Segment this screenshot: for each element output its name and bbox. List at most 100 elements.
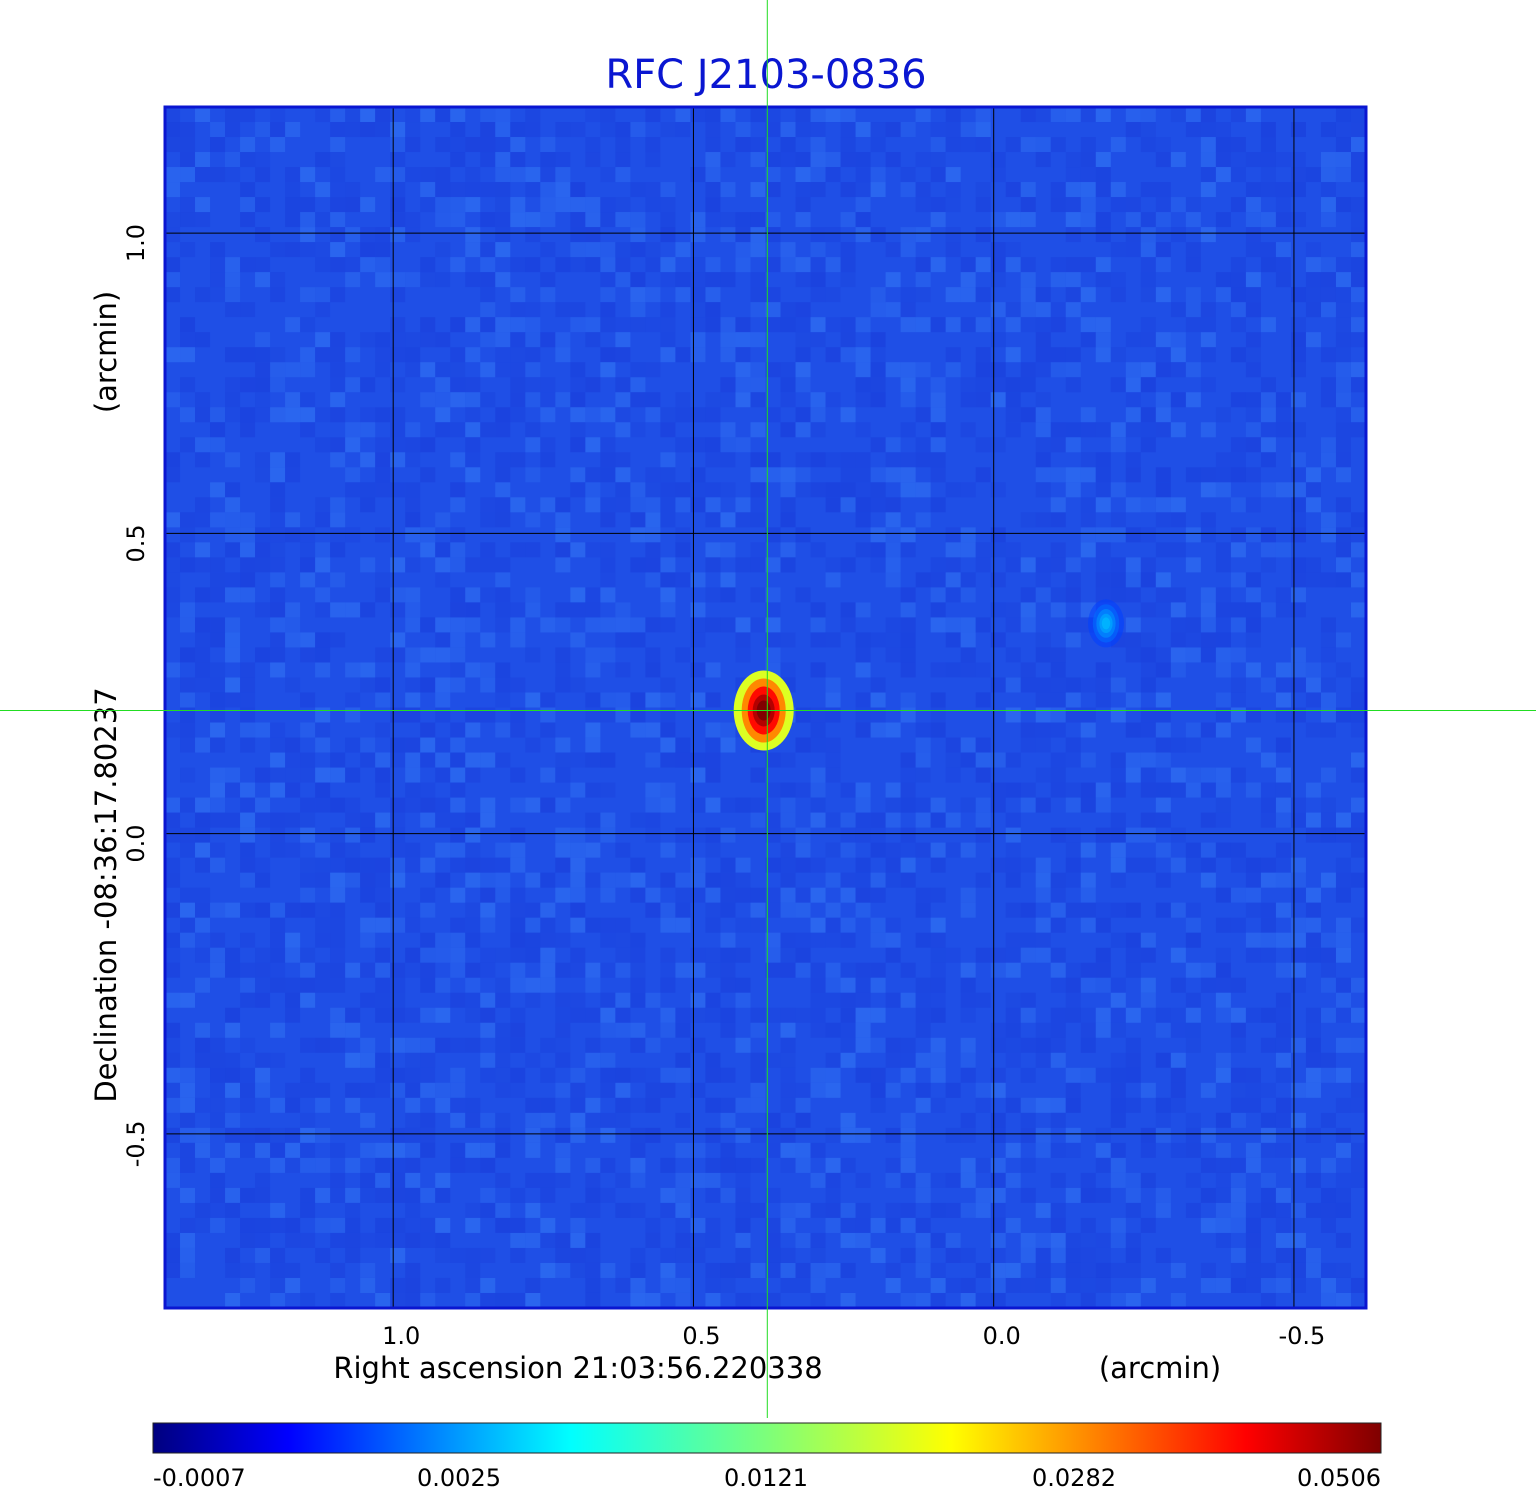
- noise-cell: [810, 797, 826, 813]
- noise-cell: [510, 257, 526, 273]
- noise-cell: [870, 1247, 886, 1263]
- noise-cell: [1350, 272, 1366, 288]
- noise-cell: [855, 1202, 871, 1218]
- noise-cell: [765, 1232, 781, 1248]
- noise-cell: [390, 1187, 406, 1203]
- noise-cell: [645, 242, 661, 258]
- noise-cell: [405, 842, 421, 858]
- noise-cell: [585, 587, 601, 603]
- noise-cell: [1185, 527, 1201, 543]
- noise-cell: [1155, 602, 1171, 618]
- noise-cell: [645, 617, 661, 633]
- noise-cell: [1080, 452, 1096, 468]
- noise-cell: [765, 1127, 781, 1143]
- noise-cell: [885, 1127, 901, 1143]
- noise-cell: [1230, 617, 1246, 633]
- noise-cell: [405, 647, 421, 663]
- noise-cell: [930, 992, 946, 1008]
- noise-cell: [390, 632, 406, 648]
- noise-cell: [1095, 152, 1111, 168]
- noise-cell: [270, 557, 286, 573]
- noise-cell: [1035, 947, 1051, 963]
- noise-cell: [300, 1037, 316, 1053]
- noise-cell: [780, 302, 796, 318]
- noise-cell: [1050, 1292, 1066, 1308]
- noise-cell: [285, 617, 301, 633]
- noise-cell: [1095, 332, 1111, 348]
- noise-cell: [975, 347, 991, 363]
- noise-cell: [225, 1082, 241, 1098]
- noise-cell: [765, 902, 781, 918]
- noise-cell: [345, 602, 361, 618]
- noise-cell: [960, 317, 976, 333]
- noise-cell: [900, 122, 916, 138]
- noise-cell: [330, 1007, 346, 1023]
- noise-cell: [540, 392, 556, 408]
- noise-cell: [855, 857, 871, 873]
- noise-cell: [750, 902, 766, 918]
- noise-cell: [1200, 182, 1216, 198]
- noise-cell: [750, 812, 766, 828]
- noise-cell: [690, 887, 706, 903]
- noise-cell: [1095, 227, 1111, 243]
- noise-cell: [840, 1217, 856, 1233]
- noise-cell: [450, 152, 466, 168]
- noise-cell: [1005, 137, 1021, 153]
- noise-cell: [180, 377, 196, 393]
- noise-cell: [555, 962, 571, 978]
- noise-cell: [1125, 947, 1141, 963]
- noise-cell: [1350, 677, 1366, 693]
- noise-cell: [1215, 482, 1231, 498]
- noise-cell: [1050, 272, 1066, 288]
- noise-cell: [1035, 1037, 1051, 1053]
- noise-cell: [1020, 947, 1036, 963]
- noise-cell: [180, 602, 196, 618]
- noise-cell: [525, 377, 541, 393]
- noise-cell: [1035, 692, 1051, 708]
- noise-cell: [855, 632, 871, 648]
- noise-cell: [720, 1262, 736, 1278]
- noise-cell: [180, 212, 196, 228]
- noise-cell: [1230, 707, 1246, 723]
- noise-cell: [1215, 1277, 1231, 1293]
- noise-cell: [585, 647, 601, 663]
- noise-cell: [840, 1022, 856, 1038]
- noise-cell: [570, 467, 586, 483]
- noise-cell: [1320, 767, 1336, 783]
- noise-cell: [1215, 992, 1231, 1008]
- noise-cell: [840, 1157, 856, 1173]
- noise-cell: [555, 527, 571, 543]
- noise-cell: [885, 722, 901, 738]
- noise-cell: [195, 152, 211, 168]
- noise-cell: [870, 1067, 886, 1083]
- noise-cell: [465, 437, 481, 453]
- noise-cell: [555, 857, 571, 873]
- noise-cell: [180, 317, 196, 333]
- noise-cell: [360, 932, 376, 948]
- noise-cell: [270, 377, 286, 393]
- noise-cell: [780, 257, 796, 273]
- noise-cell: [375, 1067, 391, 1083]
- noise-cell: [1320, 617, 1336, 633]
- noise-cell: [225, 962, 241, 978]
- noise-cell: [870, 347, 886, 363]
- noise-cell: [375, 752, 391, 768]
- noise-cell: [225, 677, 241, 693]
- noise-cell: [825, 317, 841, 333]
- noise-cell: [540, 377, 556, 393]
- noise-cell: [780, 392, 796, 408]
- noise-cell: [420, 167, 436, 183]
- noise-cell: [1260, 122, 1276, 138]
- noise-cell: [1335, 1097, 1351, 1113]
- noise-cell: [660, 737, 676, 753]
- noise-cell: [915, 752, 931, 768]
- noise-cell: [660, 722, 676, 738]
- noise-cell: [1320, 812, 1336, 828]
- noise-cell: [915, 182, 931, 198]
- noise-cell: [765, 1247, 781, 1263]
- noise-cell: [795, 197, 811, 213]
- noise-cell: [420, 1112, 436, 1128]
- noise-cell: [330, 1292, 346, 1308]
- noise-cell: [1140, 182, 1156, 198]
- noise-cell: [375, 1007, 391, 1023]
